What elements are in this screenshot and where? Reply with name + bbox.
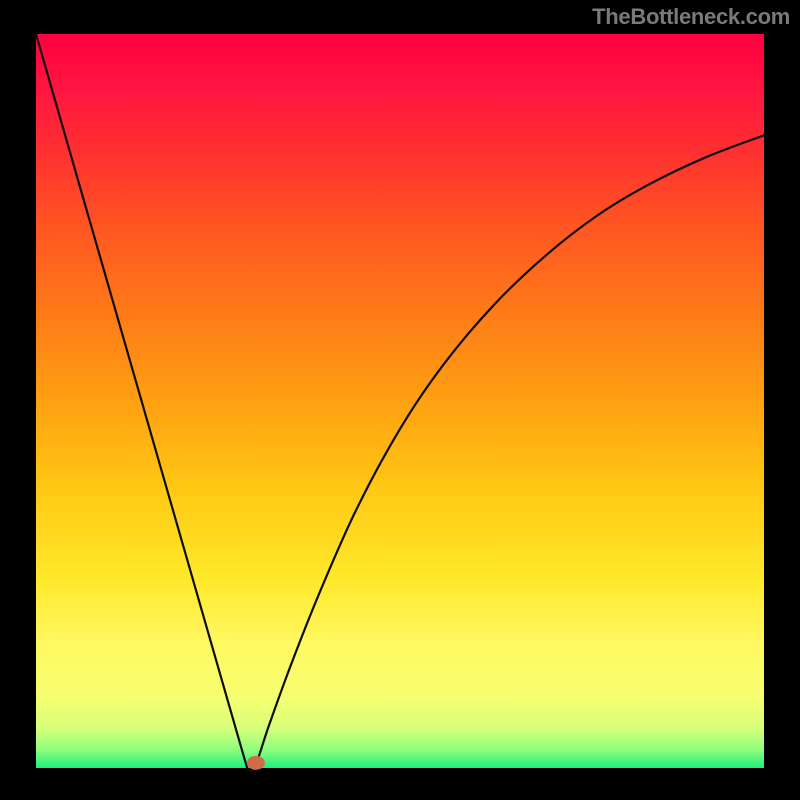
plot-background <box>36 34 764 768</box>
minimum-marker <box>247 756 265 770</box>
chart-svg <box>0 0 800 800</box>
chart-container: TheBottleneck.com <box>0 0 800 800</box>
watermark-text: TheBottleneck.com <box>592 4 790 30</box>
